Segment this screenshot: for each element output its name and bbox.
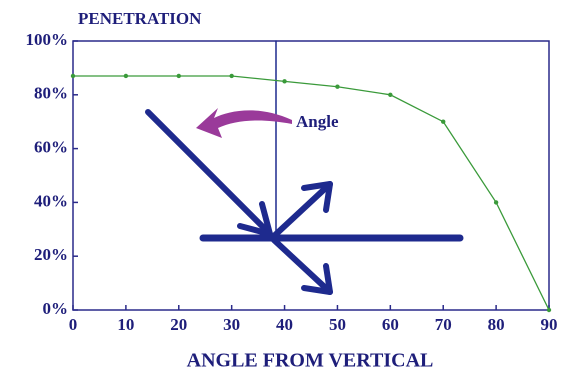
x-tick-label: 30 bbox=[223, 315, 240, 334]
x-tick-label: 80 bbox=[488, 315, 505, 334]
y-tick-label: 100% bbox=[26, 30, 69, 49]
x-tick-label: 50 bbox=[329, 315, 346, 334]
y-tick-label: 80% bbox=[34, 84, 68, 103]
data-point bbox=[124, 74, 128, 78]
x-tick-label: 90 bbox=[541, 315, 558, 334]
x-tick-label: 0 bbox=[69, 315, 78, 334]
reflected-arrow bbox=[274, 184, 330, 236]
angle-diagram bbox=[148, 41, 460, 292]
data-point bbox=[71, 74, 75, 78]
plot-frame bbox=[73, 41, 549, 310]
y-tick-label: 0% bbox=[43, 299, 69, 318]
x-axis-label: ANGLE FROM VERTICAL bbox=[187, 350, 434, 372]
data-point bbox=[282, 79, 286, 83]
x-tick-label: 60 bbox=[382, 315, 399, 334]
x-tick-label: 40 bbox=[276, 315, 293, 334]
data-point bbox=[441, 120, 445, 124]
data-point bbox=[335, 85, 339, 89]
data-point bbox=[177, 74, 181, 78]
x-tick-label: 20 bbox=[170, 315, 187, 334]
data-point bbox=[229, 74, 233, 78]
annotation: Angle bbox=[296, 112, 339, 131]
y-tick-label: 20% bbox=[34, 245, 68, 264]
refracted-arrow bbox=[274, 240, 330, 292]
x-tick-label: 10 bbox=[117, 315, 134, 334]
data-point bbox=[494, 200, 498, 204]
data-point bbox=[547, 308, 551, 312]
angle-arrow bbox=[196, 108, 292, 138]
data-point bbox=[388, 93, 392, 97]
x-tick-label: 70 bbox=[435, 315, 452, 334]
y-tick-label: 40% bbox=[34, 191, 68, 210]
chart: PENETRATION ANGLE FROM VERTICAL Angle 0%… bbox=[0, 0, 572, 379]
y-tick-label: 60% bbox=[34, 138, 68, 157]
chart-title: PENETRATION bbox=[78, 9, 202, 28]
